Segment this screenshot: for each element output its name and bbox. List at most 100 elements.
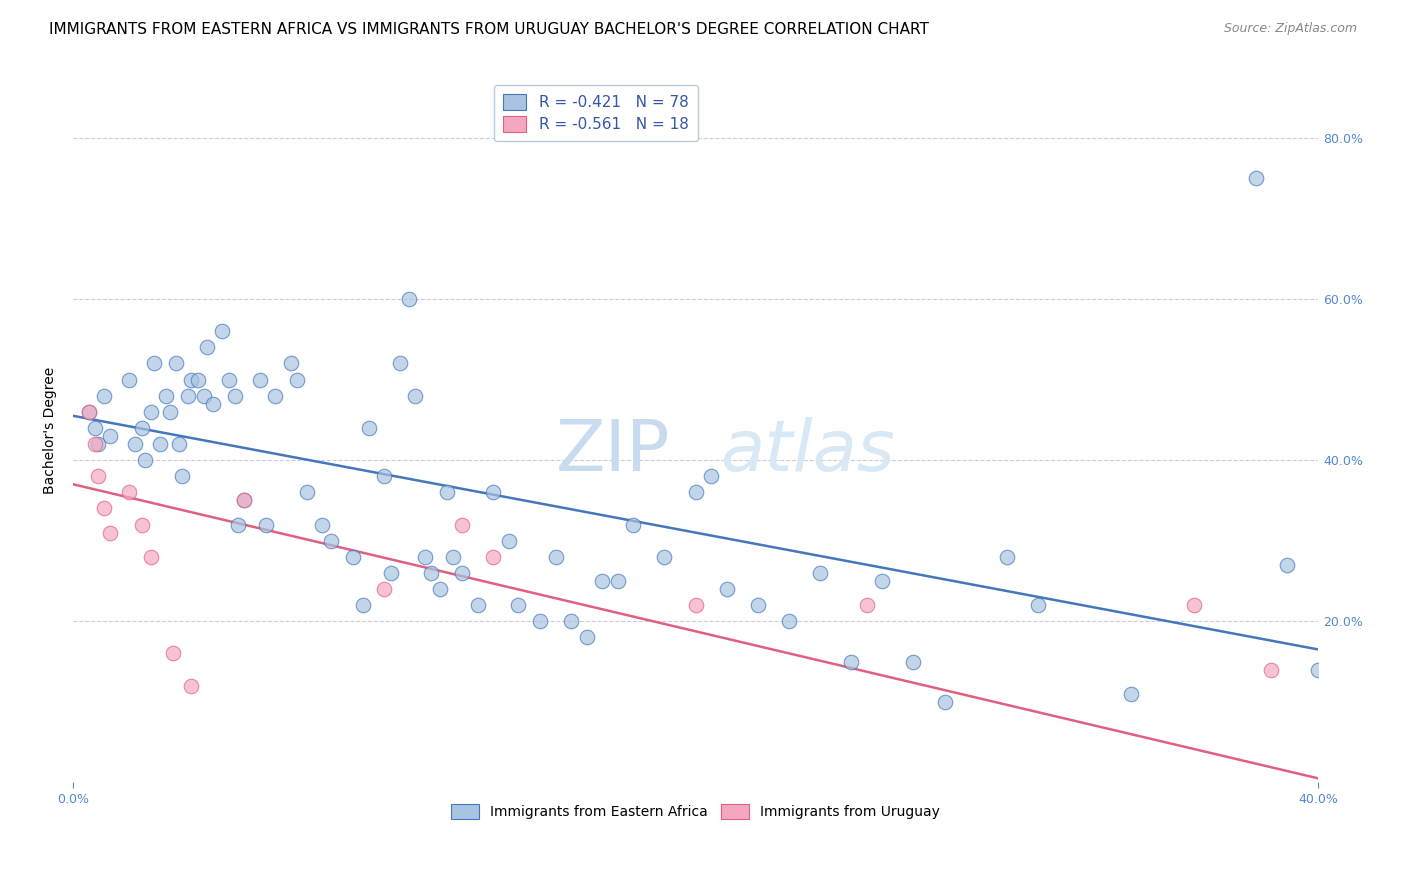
Point <box>716 582 738 596</box>
Point <box>139 405 162 419</box>
Point <box>747 598 769 612</box>
Point <box>700 469 723 483</box>
Point <box>451 517 474 532</box>
Point <box>1306 663 1329 677</box>
Point <box>544 549 567 564</box>
Point <box>934 695 956 709</box>
Point <box>872 574 894 588</box>
Point <box>149 437 172 451</box>
Legend: Immigrants from Eastern Africa, Immigrants from Uruguay: Immigrants from Eastern Africa, Immigran… <box>446 799 946 825</box>
Text: IMMIGRANTS FROM EASTERN AFRICA VS IMMIGRANTS FROM URUGUAY BACHELOR'S DEGREE CORR: IMMIGRANTS FROM EASTERN AFRICA VS IMMIGR… <box>49 22 929 37</box>
Point <box>295 485 318 500</box>
Text: Source: ZipAtlas.com: Source: ZipAtlas.com <box>1223 22 1357 36</box>
Point <box>311 517 333 532</box>
Point <box>87 469 110 483</box>
Point <box>124 437 146 451</box>
Y-axis label: Bachelor's Degree: Bachelor's Degree <box>44 367 58 493</box>
Point <box>131 421 153 435</box>
Point <box>436 485 458 500</box>
Point <box>193 389 215 403</box>
Point <box>778 614 800 628</box>
Point <box>685 485 707 500</box>
Point <box>839 655 862 669</box>
Point <box>1260 663 1282 677</box>
Point <box>195 340 218 354</box>
Point <box>131 517 153 532</box>
Point <box>606 574 628 588</box>
Point <box>420 566 443 580</box>
Point <box>100 525 122 540</box>
Point <box>398 292 420 306</box>
Text: ZIP: ZIP <box>557 417 671 485</box>
Point <box>83 437 105 451</box>
Point <box>482 485 505 500</box>
Point <box>1244 171 1267 186</box>
Point <box>404 389 426 403</box>
Point <box>159 405 181 419</box>
Point <box>575 631 598 645</box>
Point <box>654 549 676 564</box>
Point <box>211 324 233 338</box>
Text: atlas: atlas <box>720 417 896 485</box>
Point <box>233 493 256 508</box>
Point <box>167 437 190 451</box>
Point <box>180 679 202 693</box>
Point <box>903 655 925 669</box>
Point <box>808 566 831 580</box>
Point <box>685 598 707 612</box>
Point <box>100 429 122 443</box>
Point <box>321 533 343 548</box>
Point <box>1121 687 1143 701</box>
Point <box>155 389 177 403</box>
Point <box>352 598 374 612</box>
Point <box>1275 558 1298 572</box>
Point <box>233 493 256 508</box>
Point <box>187 372 209 386</box>
Point <box>170 469 193 483</box>
Point <box>77 405 100 419</box>
Point <box>143 356 166 370</box>
Point <box>180 372 202 386</box>
Point <box>429 582 451 596</box>
Point <box>87 437 110 451</box>
Point <box>83 421 105 435</box>
Point <box>264 389 287 403</box>
Point <box>467 598 489 612</box>
Point <box>177 389 200 403</box>
Point <box>482 549 505 564</box>
Point <box>118 485 141 500</box>
Point <box>373 469 395 483</box>
Point <box>93 501 115 516</box>
Point <box>1026 598 1049 612</box>
Point <box>373 582 395 596</box>
Point <box>508 598 530 612</box>
Point <box>388 356 411 370</box>
Point <box>254 517 277 532</box>
Point <box>591 574 613 588</box>
Point <box>162 647 184 661</box>
Point <box>77 405 100 419</box>
Point <box>342 549 364 564</box>
Point <box>280 356 302 370</box>
Point <box>451 566 474 580</box>
Point <box>621 517 644 532</box>
Point <box>529 614 551 628</box>
Point <box>1182 598 1205 612</box>
Point <box>285 372 308 386</box>
Point <box>118 372 141 386</box>
Point <box>165 356 187 370</box>
Point <box>202 397 225 411</box>
Point <box>357 421 380 435</box>
Point <box>498 533 520 548</box>
Point <box>249 372 271 386</box>
Point <box>441 549 464 564</box>
Point <box>855 598 877 612</box>
Point <box>226 517 249 532</box>
Point <box>224 389 246 403</box>
Point <box>139 549 162 564</box>
Point <box>995 549 1018 564</box>
Point <box>413 549 436 564</box>
Point <box>93 389 115 403</box>
Point <box>218 372 240 386</box>
Point <box>560 614 582 628</box>
